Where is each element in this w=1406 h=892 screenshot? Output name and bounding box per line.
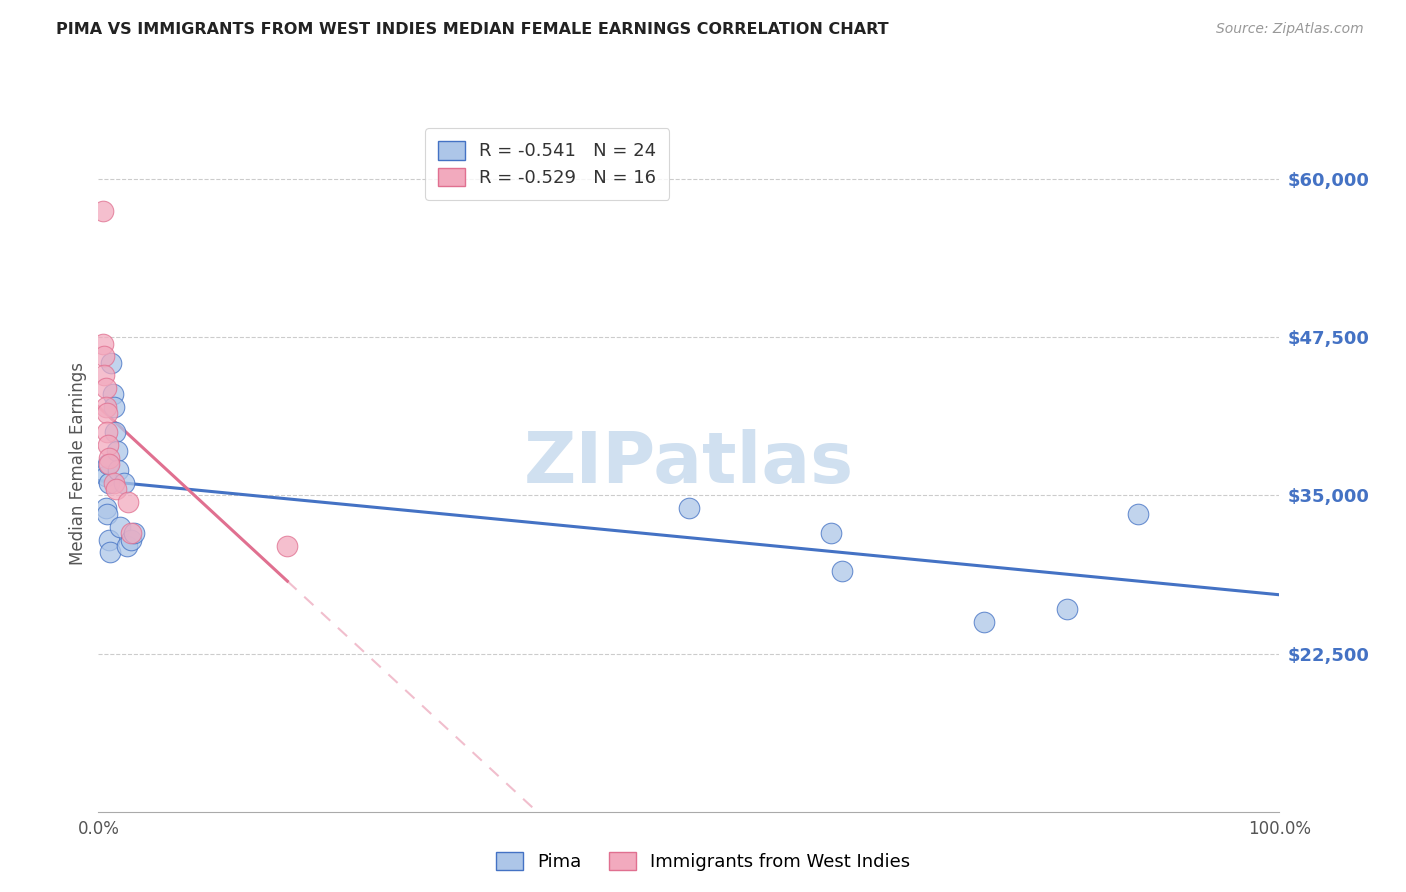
Point [276, 539, 298, 553]
Point [97, 438, 120, 452]
Point [103, 400, 125, 414]
Point [121, 526, 143, 541]
Point [91, 203, 114, 218]
Point [678, 501, 700, 516]
Point [96, 425, 118, 440]
Point [94, 469, 117, 483]
Point [105, 482, 128, 496]
Point [91, 336, 114, 351]
Y-axis label: Median Female Earnings: Median Female Earnings [69, 362, 87, 566]
Point [1056, 602, 1078, 616]
Point [103, 475, 125, 490]
Legend: Pima, Immigrants from West Indies: Pima, Immigrants from West Indies [488, 845, 918, 879]
Point [104, 425, 127, 440]
Point [100, 356, 122, 370]
Point [105, 444, 128, 458]
Point [94, 381, 117, 395]
Point [98, 475, 121, 490]
Legend: R = -0.541   N = 24, R = -0.529   N = 16: R = -0.541 N = 24, R = -0.529 N = 16 [425, 128, 669, 200]
Point [108, 520, 131, 534]
Point [98, 545, 121, 559]
Point [93, 368, 115, 383]
Point [94, 501, 117, 516]
Point [96, 508, 118, 522]
Point [973, 615, 995, 629]
Point [121, 533, 143, 547]
Point [820, 526, 842, 541]
Text: PIMA VS IMMIGRANTS FROM WEST INDIES MEDIAN FEMALE EARNINGS CORRELATION CHART: PIMA VS IMMIGRANTS FROM WEST INDIES MEDI… [56, 22, 889, 37]
Point [117, 495, 139, 509]
Text: ZIPatlas: ZIPatlas [524, 429, 853, 499]
Text: Source: ZipAtlas.com: Source: ZipAtlas.com [1216, 22, 1364, 37]
Point [94, 400, 117, 414]
Point [1126, 508, 1149, 522]
Point [93, 349, 115, 363]
Point [107, 463, 129, 477]
Point [98, 450, 121, 465]
Point [97, 457, 120, 471]
Point [101, 387, 124, 401]
Point [98, 533, 121, 547]
Point [112, 475, 135, 490]
Point [831, 565, 853, 579]
Point [115, 539, 138, 553]
Point [122, 526, 145, 541]
Point [96, 406, 118, 420]
Point [98, 457, 121, 471]
